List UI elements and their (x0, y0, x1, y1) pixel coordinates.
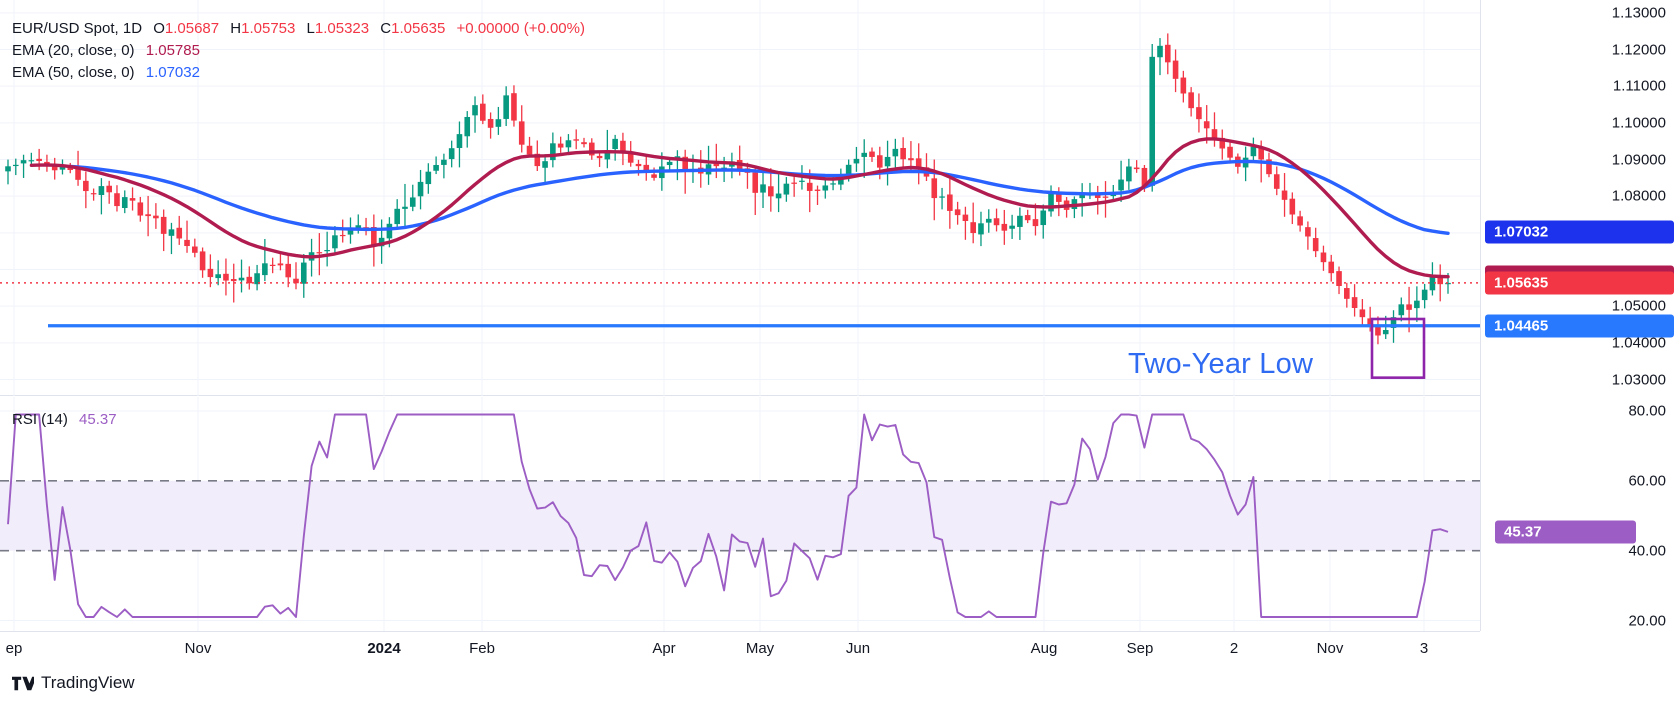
svg-text:Feb: Feb (469, 640, 495, 657)
legend-ema20-value: 1.05785 (145, 42, 200, 59)
tradingview-mark-icon (12, 676, 34, 690)
tradingview-brand-name: TradingView (41, 673, 135, 692)
svg-text:2: 2 (1230, 640, 1238, 657)
price-chart-canvas (0, 0, 1480, 396)
price-tick-1-03000: 1.03000 (1611, 371, 1666, 388)
legend-open-value: 1.05687 (164, 20, 220, 37)
support-price-tag[interactable]: 1.04465 (1485, 314, 1674, 338)
svg-text:Sep: Sep (1127, 640, 1154, 657)
price-tick-1-08000: 1.08000 (1611, 187, 1666, 205)
chart-legend: EUR/USD Spot, 1D O1.05687 H1.05753 L1.05… (12, 18, 585, 84)
legend-open-label: O (153, 20, 165, 37)
rsi-tick-60-00: 60.00 (1628, 472, 1666, 490)
price-tick-1-10000: 1.10000 (1611, 114, 1666, 132)
legend-ohlc-row: EUR/USD Spot, 1D O1.05687 H1.05753 L1.05… (12, 18, 585, 40)
rsi-tick-20-00: 20.00 (1628, 612, 1666, 630)
svg-text:ep: ep (6, 640, 23, 657)
legend-close-value: 1.05635 (391, 20, 446, 37)
price-tick-1-04000: 1.04000 (1611, 334, 1666, 352)
svg-text:Nov: Nov (1317, 640, 1344, 657)
svg-text:3: 3 (1420, 640, 1428, 657)
legend-low-value: 1.05323 (314, 20, 370, 37)
svg-text:Aug: Aug (1031, 640, 1058, 657)
ema50-price-tag[interactable]: 1.07032 (1485, 220, 1674, 244)
legend-ema50-value: 1.07032 (145, 64, 200, 81)
svg-text:2024: 2024 (367, 640, 401, 657)
rsi-tick-40-00: 40.00 (1628, 542, 1666, 560)
rsi-legend-value: 45.37 (79, 411, 117, 428)
legend-low-label: L (306, 20, 315, 37)
rsi-chart-canvas (0, 397, 1480, 631)
rsi-legend[interactable]: RSI (14) 45.37 (12, 411, 117, 428)
price-tick-1-11000: 1.11000 (1612, 77, 1666, 95)
footer: TradingView (0, 661, 1675, 718)
rsi-indicator-pane[interactable] (0, 397, 1480, 631)
rsi-value-tag[interactable]: 45.37 (1495, 520, 1636, 544)
legend-change-value: +0.00000 (+0.00%) (456, 20, 585, 37)
svg-text:May: May (746, 640, 775, 657)
price-chart-pane[interactable] (0, 0, 1480, 396)
legend-ema50-label: EMA (50, close, 0) (12, 64, 135, 81)
legend-ema20-row[interactable]: EMA (20, close, 0) 1.05785 (12, 40, 585, 62)
price-tick-1-05000: 1.05000 (1611, 297, 1666, 315)
last-price-tag[interactable]: 1.05635 (1485, 271, 1674, 295)
svg-text:Jun: Jun (846, 640, 870, 657)
svg-text:Nov: Nov (185, 640, 212, 657)
two-year-low-annotation[interactable]: Two-Year Low (1128, 348, 1314, 380)
tradingview-logo[interactable]: TradingView (12, 673, 135, 693)
svg-text:Apr: Apr (652, 640, 675, 657)
rsi-legend-label: RSI (14) (12, 411, 68, 428)
price-axis[interactable]: 1.13000 1.12000 1.11000 1.10000 1.09000 1.080… (1480, 0, 1675, 631)
legend-close-label: C (380, 20, 392, 37)
price-tick-1-09000: 1.09000 (1611, 151, 1666, 168)
legend-high-label: H (230, 20, 242, 37)
legend-ema20-label: EMA (20, close, 0) (12, 42, 135, 59)
time-axis-canvas: ep Nov 2024 Feb Apr May Jun Aug Sep 2 Nov 3 (6, 640, 1429, 657)
time-axis[interactable]: ep Nov 2024 Feb Apr May Jun Aug Sep 2 Nov 3 (0, 631, 1480, 662)
price-tick-1-12000: 1.12000 (1611, 41, 1666, 58)
legend-symbol[interactable]: EUR/USD Spot, 1D (12, 20, 143, 37)
legend-high-value: 1.05753 (241, 20, 296, 37)
legend-ema50-row[interactable]: EMA (50, close, 0) 1.07032 (12, 62, 585, 84)
rsi-tick-80-00: 80.00 (1628, 402, 1666, 420)
price-tick-1-13000: 1.13000 (1611, 4, 1666, 22)
